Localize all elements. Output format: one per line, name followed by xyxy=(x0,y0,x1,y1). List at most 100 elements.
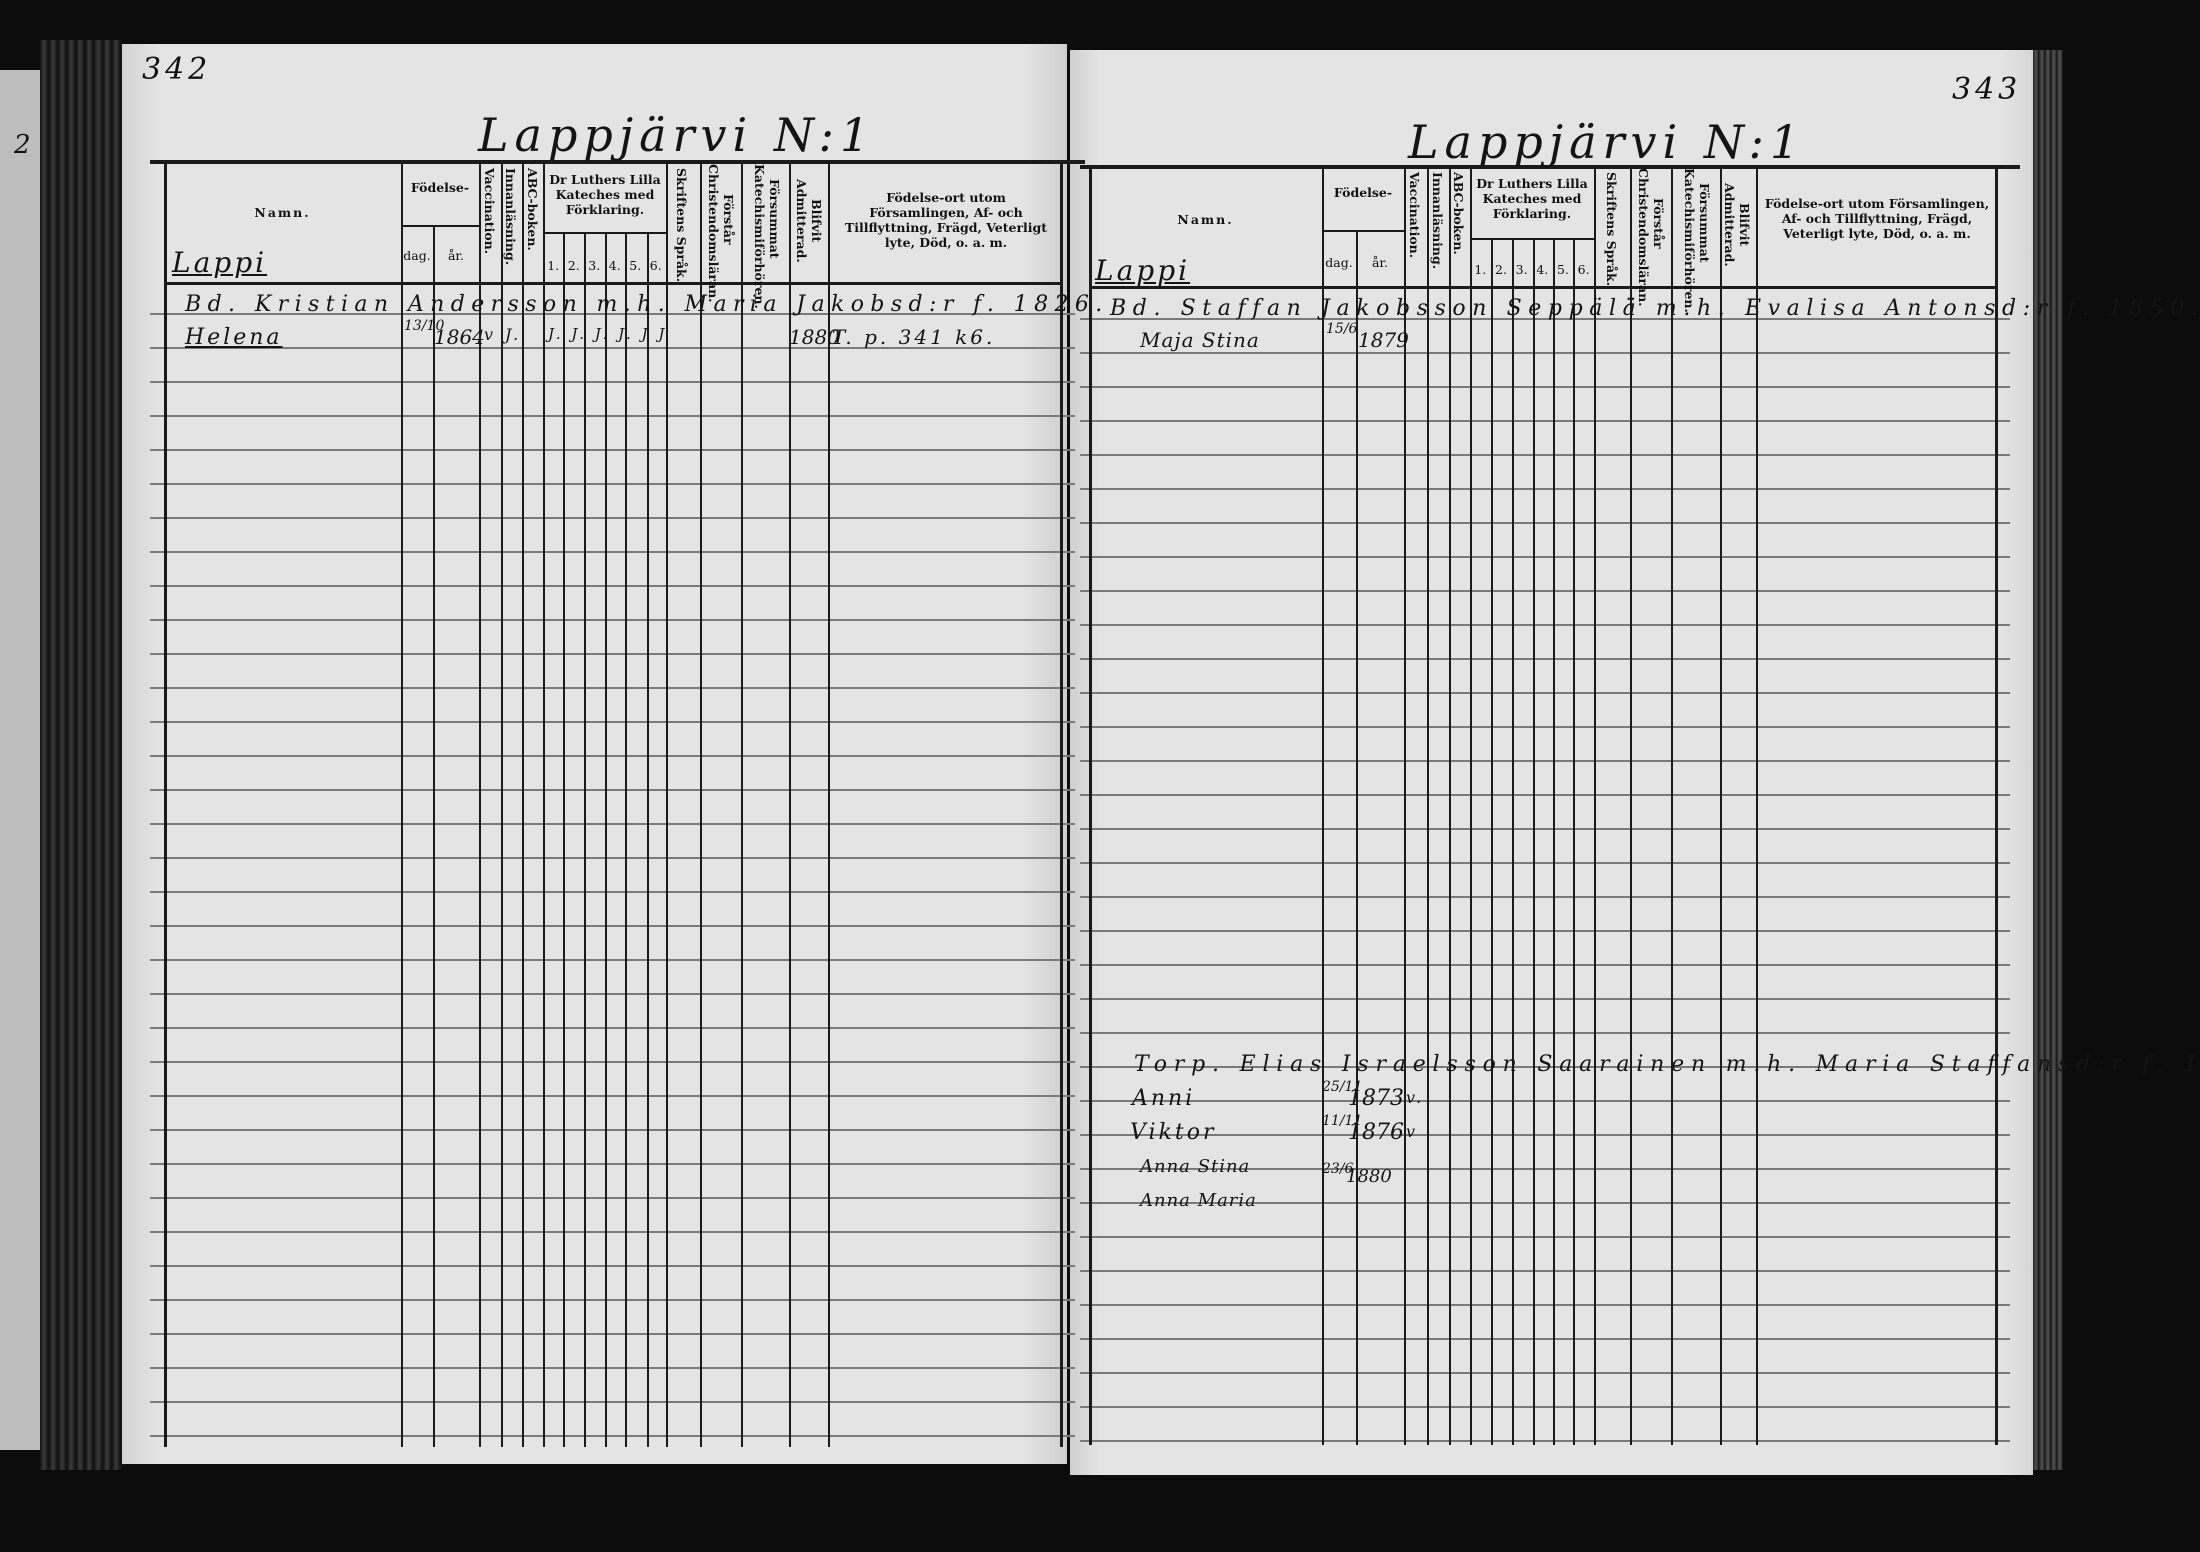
column-rule xyxy=(1671,165,1673,1445)
entry-name: Helena xyxy=(185,325,283,350)
column-rule xyxy=(828,160,830,1447)
luther-part-6: 6. xyxy=(649,258,662,273)
ruled-row-line xyxy=(1080,386,2010,388)
entry-innanlasning: J. xyxy=(505,325,522,344)
ruled-row-line xyxy=(150,755,1075,757)
column-rule xyxy=(563,232,565,1447)
header-fodelse: Födelse- xyxy=(410,180,470,195)
ruled-row-line xyxy=(150,1129,1075,1131)
ruled-row-line xyxy=(150,517,1075,519)
ruled-row-line xyxy=(1080,1168,2010,1170)
ruled-row-line xyxy=(150,959,1075,961)
column-rule xyxy=(1594,165,1596,1445)
entry-name: Anni xyxy=(1132,1086,1196,1111)
column-rule xyxy=(1491,238,1493,1445)
ruled-row-line xyxy=(150,1061,1075,1063)
ruled-row-line xyxy=(150,687,1075,689)
header-forsummat: Försummat Katechismiförhören. xyxy=(752,164,782,309)
section-label: Lappi xyxy=(1095,254,1191,287)
ruled-row-line xyxy=(150,1197,1075,1199)
household-head-line: Bd. Staffan Jakobsson Seppälä m.h. Evali… xyxy=(1110,296,2200,321)
ruled-row-line xyxy=(150,721,1075,723)
column-rule xyxy=(1060,160,1063,1447)
ruled-row-line xyxy=(1080,454,2010,456)
luther-part-1: 1. xyxy=(1474,262,1487,277)
header-innanlasning: Innanläsning. xyxy=(1430,172,1445,270)
header-dag: dag. xyxy=(1325,255,1353,270)
header-abc: ABC-boken. xyxy=(1451,172,1466,255)
entry-birth-day: 23/6 xyxy=(1322,1161,1354,1177)
ruled-row-line xyxy=(1080,522,2010,524)
header-top-rule xyxy=(1080,165,2020,169)
luther-part-5: 5. xyxy=(1556,262,1569,277)
column-rule xyxy=(647,232,649,1447)
column-rule xyxy=(1720,165,1722,1445)
ruled-row-line xyxy=(150,653,1075,655)
luther-part-4: 4. xyxy=(1536,262,1549,277)
column-rule xyxy=(666,160,668,1447)
entry-name: Anna Maria xyxy=(1140,1190,1257,1211)
entry-note: T. p. 341 k6. xyxy=(832,325,996,349)
ruled-row-line xyxy=(150,1095,1075,1097)
header-forstar: Förstår Christendomsläran. xyxy=(706,164,736,303)
birth-subheader-rule xyxy=(1322,230,1404,232)
ruled-row-line xyxy=(150,585,1075,587)
header-bottom-rule xyxy=(164,282,1060,285)
luther-part-4: 4. xyxy=(608,258,621,273)
column-rule xyxy=(700,160,702,1447)
entry-name: Maja Stina xyxy=(1140,328,1260,352)
ruled-row-line xyxy=(1080,318,2010,320)
ruled-row-line xyxy=(150,1435,1075,1437)
heading-right: Lappjärvi N:1 xyxy=(1408,115,1806,169)
column-rule xyxy=(1630,165,1632,1445)
ruled-row-line xyxy=(1080,726,2010,728)
luther-subheader-rule xyxy=(543,232,666,234)
column-rule xyxy=(1356,230,1358,1445)
ruled-row-line xyxy=(1080,1270,2010,1272)
column-rule xyxy=(625,232,627,1447)
column-rule xyxy=(741,160,743,1447)
ruled-row-line xyxy=(1080,1406,2010,1408)
entry-birth-day: 15/6 xyxy=(1326,321,1358,337)
ruled-row-line xyxy=(1080,420,2010,422)
column-rule xyxy=(1470,165,1472,1445)
column-rule xyxy=(433,225,435,1447)
ruled-row-line xyxy=(1080,1372,2010,1374)
column-rule xyxy=(1995,165,1998,1445)
ruled-row-line xyxy=(1080,930,2010,932)
ruled-row-line xyxy=(1080,862,2010,864)
entry-birth-day: 11/11 xyxy=(1322,1113,1363,1129)
entry-birth-year: 1879 xyxy=(1358,328,1409,352)
column-rule xyxy=(605,232,607,1447)
ruled-row-line xyxy=(150,313,1075,315)
ruled-row-line xyxy=(150,619,1075,621)
ruled-row-line xyxy=(150,1027,1075,1029)
ruled-row-line xyxy=(150,415,1075,417)
ruled-row-line xyxy=(1080,590,2010,592)
ruled-row-line xyxy=(150,1333,1075,1335)
column-rule xyxy=(164,160,167,1447)
ruled-row-line xyxy=(150,823,1075,825)
column-rule xyxy=(1553,238,1555,1445)
column-rule xyxy=(401,160,403,1447)
margin-tab-number: 2 xyxy=(14,130,35,160)
entry-birth-day: 25/11 xyxy=(1322,1079,1363,1095)
column-rule xyxy=(789,160,791,1447)
ruled-row-line xyxy=(1080,488,2010,490)
header-blifvit: Blifvit Admitterad. xyxy=(1722,183,1752,267)
ruled-row-line xyxy=(1080,1202,2010,1204)
column-rule xyxy=(522,160,524,1447)
ruled-row-line xyxy=(150,789,1075,791)
ruled-row-line xyxy=(1080,1236,2010,1238)
header-top-rule xyxy=(150,160,1085,164)
ruled-row-line xyxy=(1080,828,2010,830)
birth-subheader-rule xyxy=(401,225,479,227)
luther-part-5: 5. xyxy=(629,258,642,273)
entry-name: Anna Stina xyxy=(1140,1156,1251,1177)
previous-page-fold xyxy=(0,70,40,1450)
entry-admitted: 1880 xyxy=(789,325,840,349)
ruled-row-line xyxy=(1080,964,2010,966)
entry-birth-year: 1880 xyxy=(1346,1166,1392,1187)
luther-subheader-rule xyxy=(1470,238,1594,240)
header-fodelseort: Födelse-ort utom Församlingen, Af- och T… xyxy=(844,190,1048,250)
